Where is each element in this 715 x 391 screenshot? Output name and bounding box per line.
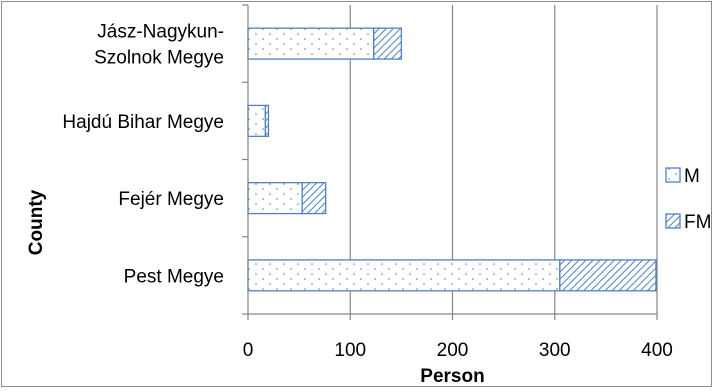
x-tick-label: 0 <box>243 340 254 361</box>
bar-m <box>247 182 303 215</box>
bar-fm <box>264 104 270 137</box>
legend: M FM <box>665 166 711 233</box>
category-label: Fejér Megye <box>118 189 224 210</box>
bar-m <box>247 27 375 60</box>
category-label: Pest Megye <box>124 266 224 287</box>
x-tick-label: 100 <box>334 340 366 361</box>
bar-m <box>247 104 267 137</box>
category-label-line: Pest Megye <box>124 266 224 287</box>
legend-label-m: M <box>684 166 700 187</box>
x-axis-title: Person <box>420 366 484 386</box>
category-label-line: Jász-Nagykun- <box>97 22 224 43</box>
x-tick-label: 400 <box>641 340 673 361</box>
legend-swatch-m <box>665 167 681 183</box>
category-labels: Pest Megye Fejér Megye Hajdú Bihar Megye Já… <box>62 22 224 288</box>
category-label-line: Hajdú Bihar Megye <box>62 112 224 133</box>
bar-chart: 0 100 200 300 400 Pest Megye Fejér Megye Hajdú… <box>26 4 711 386</box>
bars <box>247 27 657 292</box>
x-tick-label: 200 <box>437 340 469 361</box>
legend-label-fm: FM <box>684 212 711 233</box>
bar-fm <box>559 259 657 292</box>
y-axis-title: County <box>26 189 47 255</box>
category-label-line: Szolnok Megye <box>94 48 224 69</box>
bar-fm <box>373 27 403 60</box>
category-label-line: Fejér Megye <box>118 189 224 210</box>
category-label: Jász-Nagykun- Szolnok Megye <box>94 22 224 69</box>
x-tick-labels: 0 100 200 300 400 <box>243 340 673 361</box>
axes <box>242 4 658 320</box>
category-label: Hajdú Bihar Megye <box>62 112 224 133</box>
bar-m <box>247 259 561 292</box>
bar-fm <box>301 182 327 215</box>
x-tick-label: 300 <box>539 340 571 361</box>
legend-swatch-fm <box>665 213 681 229</box>
